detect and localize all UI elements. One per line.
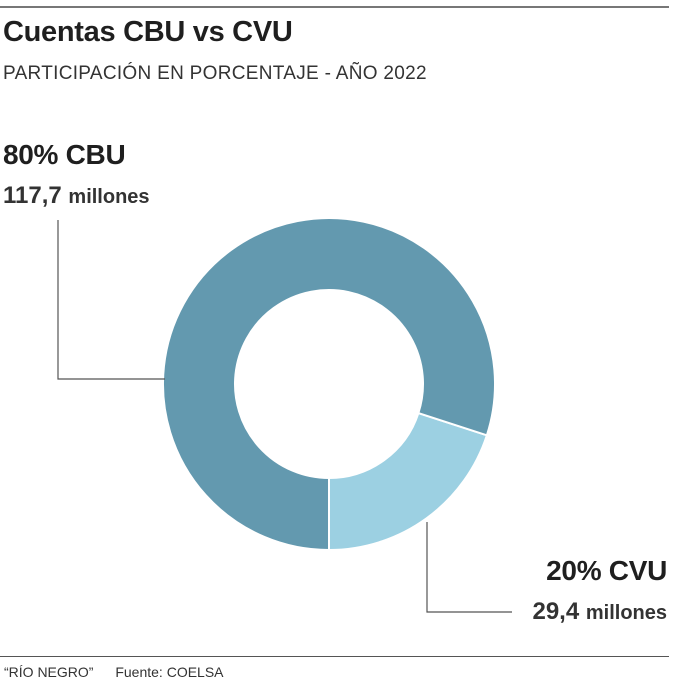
cvu-amount-unit: millones [585, 602, 667, 624]
bottom-rule [0, 656, 669, 657]
slice-cbu [162, 217, 496, 552]
chart-subtitle: PARTICIPACIÓN EN PORCENTAJE - AÑO 2022 [3, 63, 427, 84]
footer: “RÍO NEGRO” Fuente: COELSA [4, 664, 224, 680]
cbu-leader-line [57, 220, 165, 380]
slice-cvu [328, 411, 489, 552]
donut-slices [162, 217, 496, 552]
publisher-credit: “RÍO NEGRO” [4, 664, 94, 680]
cvu-amount-label: 29,4 millones [532, 598, 667, 626]
cvu-amount-value: 29,4 [532, 598, 580, 625]
cvu-leader-line [426, 522, 512, 613]
cbu-amount-unit: millones [68, 186, 150, 208]
source-credit: Fuente: COELSA [115, 664, 224, 680]
top-rule [0, 6, 669, 8]
cbu-amount-label: 117,7 millones [3, 182, 150, 210]
cbu-amount-value: 117,7 [3, 182, 62, 209]
cvu-percent-label: 20% CVU [546, 555, 667, 586]
cbu-percent-label: 80% CBU [3, 139, 126, 170]
chart-title: Cuentas CBU vs CVU [3, 16, 293, 48]
